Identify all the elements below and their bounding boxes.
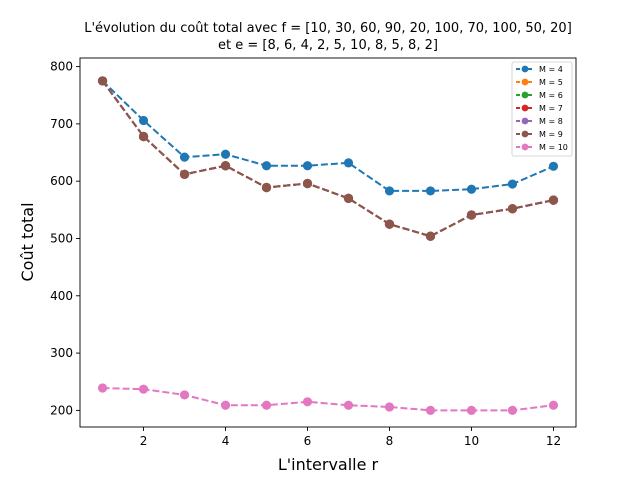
plot-area-frame xyxy=(79,57,577,428)
y-tick-label: 500 xyxy=(50,231,73,245)
legend-label: M = 9 xyxy=(539,130,563,139)
chart-title-line-2: et e = [8, 6, 4, 2, 5, 10, 8, 5, 8, 2] xyxy=(218,38,438,53)
y-axis: 200 300 400 500 600 700 800 xyxy=(50,60,80,417)
data-point xyxy=(138,115,149,126)
legend-label: M = 8 xyxy=(539,117,563,126)
data-point xyxy=(220,400,231,410)
data-point xyxy=(466,210,477,220)
data-point xyxy=(138,384,149,394)
data-point xyxy=(302,178,313,189)
data-point xyxy=(97,76,108,86)
legend-marker xyxy=(521,130,529,138)
data-point xyxy=(302,161,313,171)
legend-marker xyxy=(521,104,529,112)
y-tick-label: 800 xyxy=(50,60,73,74)
legend-label: M = 7 xyxy=(539,104,563,113)
data-point xyxy=(261,161,272,171)
y-tick-label: 200 xyxy=(50,403,73,417)
series-line xyxy=(101,80,554,238)
data-point xyxy=(261,400,272,410)
legend-item: M = 10 xyxy=(516,143,568,152)
x-tick-label: 6 xyxy=(304,434,312,448)
x-tick-label: 12 xyxy=(546,434,561,448)
y-axis-label: Coût total xyxy=(18,202,37,281)
x-tick-label: 10 xyxy=(464,434,479,448)
data-point xyxy=(220,149,231,159)
data-point xyxy=(507,405,518,415)
series-line xyxy=(101,80,554,238)
series-m4 xyxy=(97,76,559,196)
data-point xyxy=(302,397,313,407)
series-line xyxy=(101,80,554,238)
legend-item: M = 8 xyxy=(516,117,563,126)
y-tick-label: 600 xyxy=(50,174,73,188)
legend-marker xyxy=(521,65,529,73)
data-point xyxy=(179,169,190,179)
legend-marker xyxy=(521,91,529,99)
data-point xyxy=(507,179,518,189)
legend-marker xyxy=(521,117,529,125)
legend-item: M = 6 xyxy=(516,91,563,100)
legend-item: M = 9 xyxy=(516,130,563,139)
chart-title-line-1: L'évolution du coût total avec f = [10, … xyxy=(84,21,572,36)
x-tick-label: 4 xyxy=(222,434,230,448)
data-point xyxy=(548,400,559,410)
data-point xyxy=(343,400,354,410)
data-point xyxy=(343,158,354,168)
y-tick-label: 300 xyxy=(50,346,73,360)
data-point xyxy=(384,219,395,229)
data-point xyxy=(179,390,190,400)
data-point xyxy=(425,186,436,196)
data-point xyxy=(138,131,149,142)
legend-item: M = 5 xyxy=(516,78,563,87)
legend: M = 4 M = 5 M = 6 M = 7 M = 8 M = 9 M = 10 xyxy=(511,61,573,157)
data-point xyxy=(466,184,477,194)
legend-label: M = 10 xyxy=(539,143,568,152)
data-point xyxy=(425,405,436,415)
data-point xyxy=(466,405,477,415)
data-point xyxy=(220,161,231,171)
data-point xyxy=(384,402,395,412)
series-line xyxy=(101,80,554,192)
legend-label: M = 6 xyxy=(539,91,563,100)
series-layer xyxy=(97,76,559,415)
legend-label: M = 4 xyxy=(539,65,563,74)
data-point xyxy=(179,152,190,162)
legend-marker xyxy=(521,78,529,86)
legend-item: M = 7 xyxy=(516,104,563,113)
data-point xyxy=(261,182,272,193)
legend-label: M = 5 xyxy=(539,78,563,87)
data-point xyxy=(343,193,354,203)
data-point xyxy=(425,231,436,241)
x-tick-label: 8 xyxy=(386,434,394,448)
series-line xyxy=(102,387,554,412)
data-point xyxy=(507,204,518,214)
series-line xyxy=(101,80,554,238)
data-point xyxy=(548,161,559,171)
y-tick-label: 400 xyxy=(50,289,73,303)
series-line xyxy=(101,80,554,238)
x-axis-label: L'intervalle r xyxy=(278,455,379,474)
legend-marker xyxy=(521,143,529,151)
x-tick-label: 2 xyxy=(140,434,148,448)
data-point xyxy=(384,186,395,196)
series-m10 xyxy=(97,383,559,415)
legend-item: M = 4 xyxy=(516,65,563,74)
series-m9 xyxy=(97,76,559,241)
data-point xyxy=(548,195,559,205)
x-axis: 2 4 6 8 10 12 xyxy=(140,427,561,448)
data-point xyxy=(97,383,108,393)
y-tick-label: 700 xyxy=(50,117,73,131)
